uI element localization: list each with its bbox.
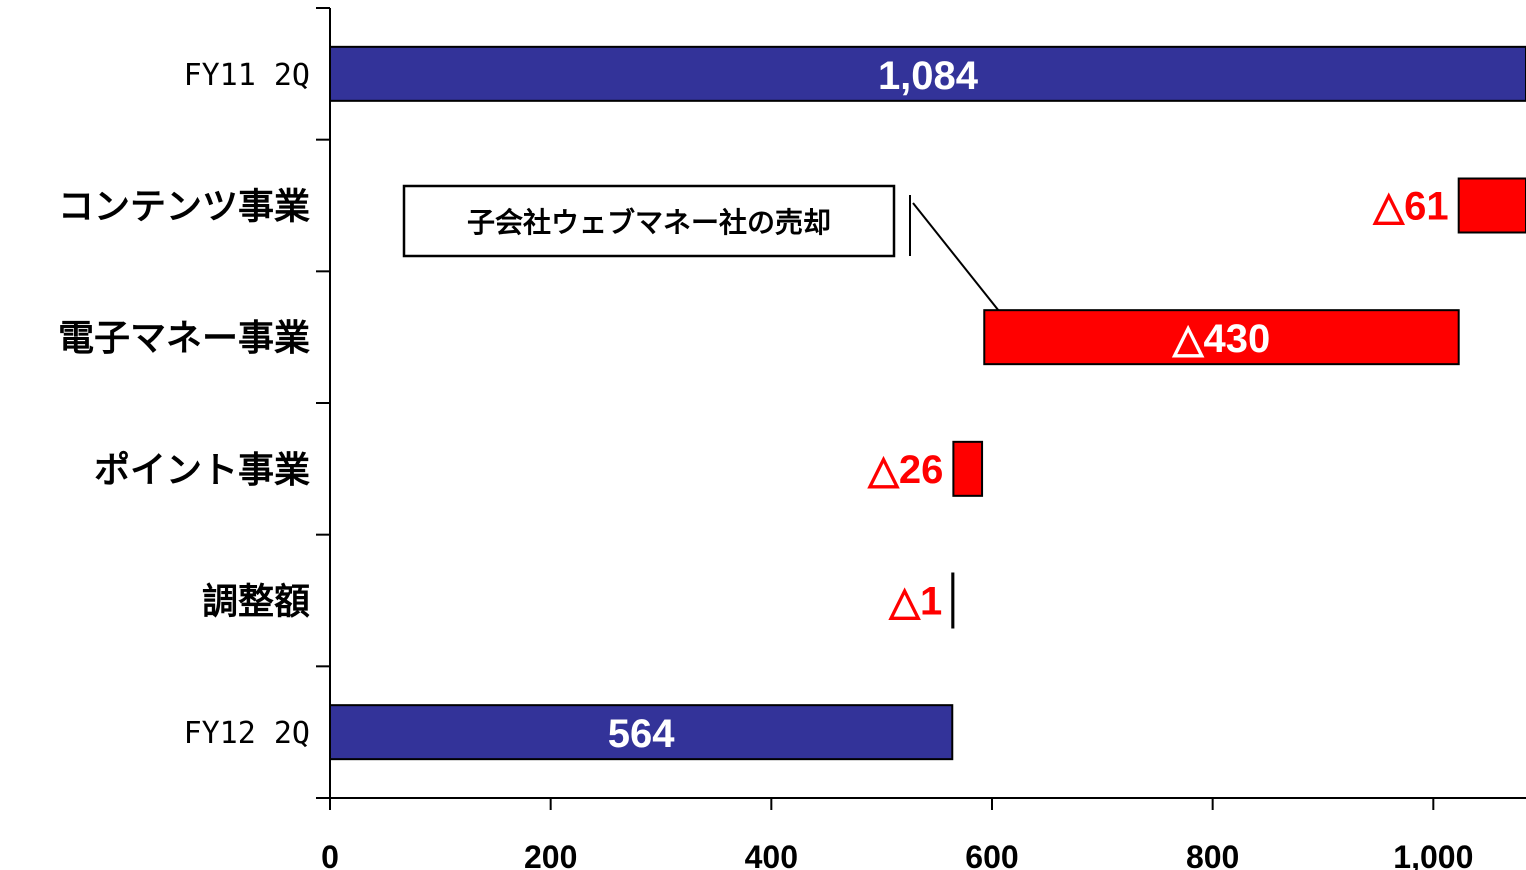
category-label: FY12 2Q	[184, 716, 310, 751]
data-label: 564	[608, 712, 675, 756]
x-tick-label: 1,000	[1393, 839, 1473, 870]
decrease-bar	[951, 572, 955, 629]
data-label: 1,084	[878, 54, 979, 98]
decrease-bar	[1457, 177, 1526, 234]
x-tick-label: 800	[1186, 839, 1239, 870]
x-tick-label: 200	[524, 839, 577, 870]
x-tick-label: 0	[321, 839, 339, 870]
category-label: 調整額	[202, 582, 310, 623]
data-label: △430	[1172, 317, 1271, 361]
x-tick-label: 600	[965, 839, 1018, 870]
annotation-leader	[912, 202, 1000, 311]
annotation-box	[402, 184, 896, 258]
category-label: ポイント事業	[94, 449, 310, 491]
bars	[329, 45, 1526, 761]
decrease-bar	[952, 440, 984, 497]
data-label: △26	[867, 448, 943, 492]
category-label: 電子マネー事業	[58, 318, 310, 359]
total-bar	[329, 704, 954, 761]
category-label: コンテンツ事業	[58, 187, 310, 228]
data-label: △61	[1372, 185, 1448, 229]
x-tick-label: 400	[745, 839, 798, 870]
category-label: FY11 2Q	[184, 58, 310, 93]
annotation: 子会社ウェブマネー社の売却	[402, 184, 1000, 311]
annotation-text: 子会社ウェブマネー社の売却	[467, 206, 831, 239]
total-bar	[329, 45, 1526, 102]
axes: 0 200 400 600 800 1,000	[316, 7, 1526, 870]
decrease-bar	[983, 309, 1460, 366]
data-label: △1	[888, 580, 942, 624]
